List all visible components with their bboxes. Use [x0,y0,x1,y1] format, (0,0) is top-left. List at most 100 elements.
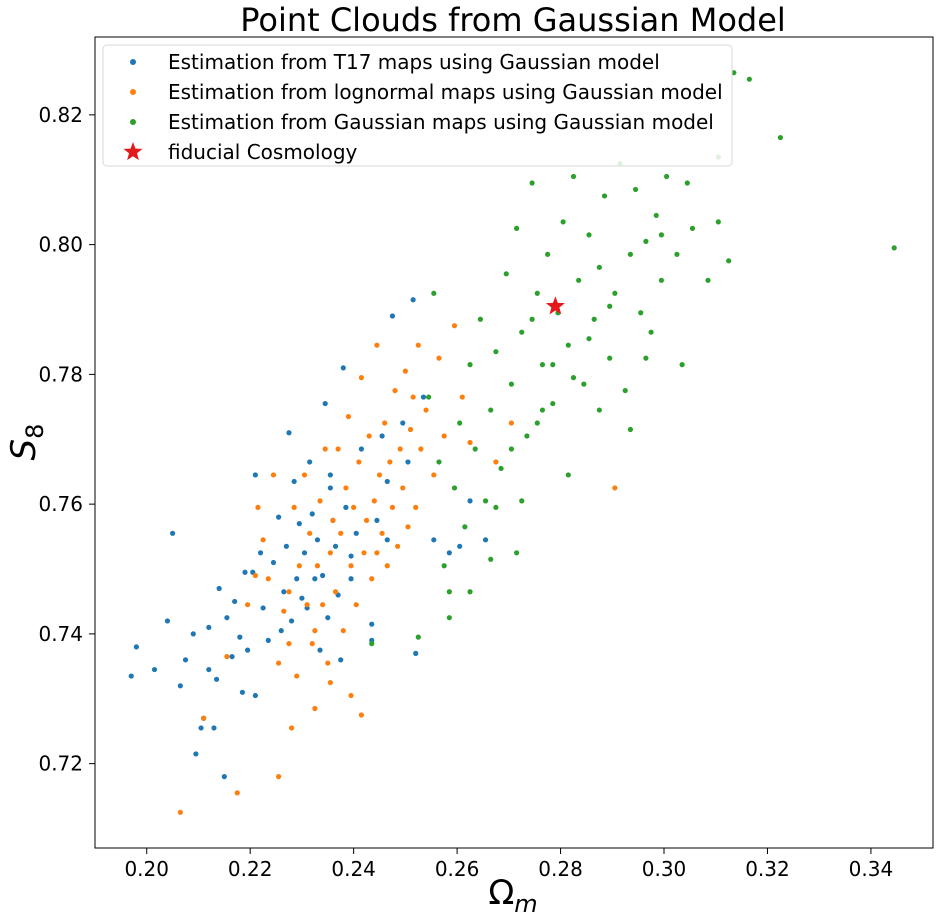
scatter-point-series-2 [384,563,390,569]
scatter-point-series-2 [363,517,370,523]
scatter-point-series-3 [550,400,556,407]
plot-background [95,37,933,848]
scatter-point-series-1 [291,478,297,485]
scatter-point-series-2 [304,602,310,608]
scatter-point-series-1 [294,576,300,582]
scatter-point-series-2 [325,660,331,666]
scatter-point-series-1 [348,576,354,582]
scatter-point-series-2 [252,572,258,579]
scatter-point-series-3 [715,219,721,225]
scatter-point-series-3 [777,134,784,141]
scatter-point-series-3 [653,212,659,219]
scatter-point-series-1 [190,631,196,637]
scatter-point-series-2 [387,459,393,465]
scatter-point-series-1 [307,459,313,465]
scatter-point-series-2 [361,550,367,556]
scatter-point-series-1 [413,650,419,656]
scatter-point-series-1 [151,666,158,673]
scatter-point-series-3 [441,563,447,569]
y-tick-label: 0.72 [38,752,83,776]
scatter-point-series-2 [493,459,499,465]
scatter-point-series-3 [607,355,613,361]
scatter-point-series-2 [441,433,447,439]
scatter-point-series-2 [322,446,328,452]
scatter-point-series-2 [392,387,398,394]
scatter-point-series-3 [632,186,639,193]
scatter-point-series-1 [265,637,271,643]
scatter-point-series-2 [276,660,282,666]
scatter-point-series-1 [379,433,385,439]
scatter-point-series-3 [679,362,685,368]
scatter-point-series-2 [612,485,618,491]
scatter-point-series-1 [369,621,375,627]
scatter-point-series-3 [436,459,442,465]
scatter-point-series-1 [232,598,238,605]
y-tick-label: 0.76 [38,492,83,516]
scatter-point-series-2 [286,641,292,647]
legend-box [102,44,733,167]
scatter-point-series-3 [498,465,504,472]
scatter-point-series-1 [229,654,235,660]
scatter-point-series-1 [431,537,437,543]
scatter-point-series-3 [488,556,494,562]
scatter-point-series-2 [234,790,240,796]
scatter-point-series-3 [462,524,468,530]
scatter-point-series-2 [265,576,271,582]
scatter-point-series-1 [446,550,452,556]
x-axis-label-sub: m [514,890,537,918]
scatter-point-series-1 [348,553,354,559]
scatter-point-series-2 [224,654,230,660]
scatter-point-series-2 [296,563,302,569]
scatter-point-series-1 [353,530,359,536]
scatter-point-series-2 [405,524,411,530]
y-tick-label: 0.82 [38,103,83,127]
scatter-point-series-2 [431,472,437,478]
x-tick-label: 0.26 [435,857,480,881]
scatter-point-series-1 [332,543,339,549]
scatter-point-series-2 [413,504,419,510]
scatter-point-series-1 [270,559,277,566]
scatter-point-series-2 [459,394,465,400]
scatter-point-series-3 [545,251,551,257]
scatter-point-series-3 [513,225,520,231]
scatter-point-series-2 [389,504,396,510]
scatter-point-series-1 [281,589,287,595]
y-axis-label-main: S [4,439,44,461]
scatter-point-series-2 [307,530,313,536]
scatter-point-series-3 [648,329,654,335]
scatter-point-series-1 [467,498,473,504]
legend-dot-icon [130,89,136,95]
scatter-point-series-3 [643,238,649,244]
scatter-point-series-2 [317,498,323,504]
scatter-point-series-1 [309,511,315,517]
y-tick-label: 0.74 [38,622,83,646]
scatter-point-series-3 [369,641,375,647]
scatter-point-series-1 [338,657,344,663]
scatter-point-series-3 [446,615,452,621]
x-tick-label: 0.34 [849,857,894,881]
scatter-point-series-1 [405,459,411,465]
scatter-point-series-3 [643,355,649,361]
scatter-point-series-3 [596,264,602,270]
scatter-point-series-1 [128,673,134,679]
scatter-point-series-2 [244,602,251,608]
scatter-point-series-2 [286,589,292,595]
scatter-point-series-3 [607,303,613,309]
scatter-point-series-1 [211,725,217,731]
legend-label: fiducial Cosmology [168,140,358,164]
scatter-point-series-2 [376,472,383,478]
scatter-point-series-1 [283,543,289,549]
scatter-point-series-3 [534,290,540,296]
scatter-point-series-1 [216,585,222,592]
plot-area [95,37,933,848]
scatter-point-series-3 [627,251,633,257]
scatter-point-series-1 [343,504,349,510]
scatter-point-series-2 [201,715,207,721]
scatter-point-series-3 [508,446,515,452]
scatter-point-series-3 [550,362,556,368]
y-tick-label: 0.78 [38,362,83,386]
fiducial-star-point [545,296,565,315]
x-axis-label: Ωm [488,873,537,918]
scatter-point-series-2 [369,576,375,582]
scatter-point-series-2 [312,628,318,634]
